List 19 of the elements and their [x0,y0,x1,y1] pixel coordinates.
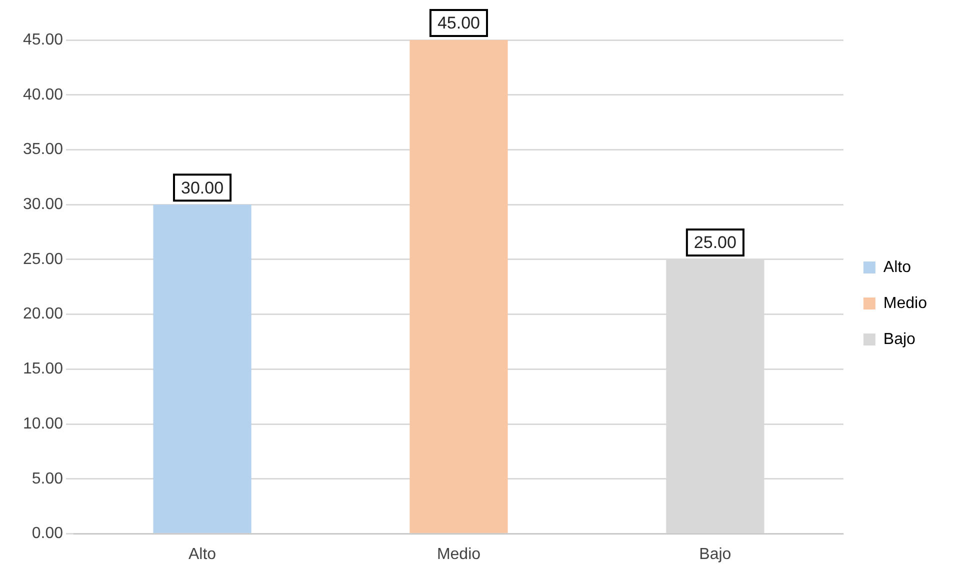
x-tick-label: Alto [188,546,216,563]
y-tick-label: 20.00 [22,306,64,323]
y-tick-label: 35.00 [22,141,64,158]
legend-label: Medio [883,294,928,312]
y-tick-label: 40.00 [22,86,64,104]
data-label: 45.00 [437,14,480,33]
data-label: 25.00 [694,233,736,252]
y-tick-label: 25.00 [22,250,64,268]
y-tick-label: 10.00 [22,415,64,432]
x-tick-label: Medio [436,546,481,563]
x-tick-label: Bajo [699,546,732,563]
legend-label: Alto [883,258,912,276]
y-tick-label: 0.00 [32,525,64,542]
y-tick-label: 15.00 [22,360,64,378]
y-tick-label: 45.00 [22,31,64,48]
y-tick-label: 5.00 [32,470,64,488]
data-label: 30.00 [180,178,224,198]
legend-label: Bajo [883,330,916,348]
y-tick-label: 30.00 [22,196,64,214]
